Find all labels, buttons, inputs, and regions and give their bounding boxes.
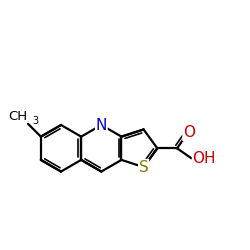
Text: S: S xyxy=(139,160,148,174)
Text: O: O xyxy=(183,125,195,140)
Text: 3: 3 xyxy=(32,116,38,126)
Text: CH: CH xyxy=(8,110,27,123)
Text: N: N xyxy=(96,118,107,132)
Text: OH: OH xyxy=(192,151,216,166)
